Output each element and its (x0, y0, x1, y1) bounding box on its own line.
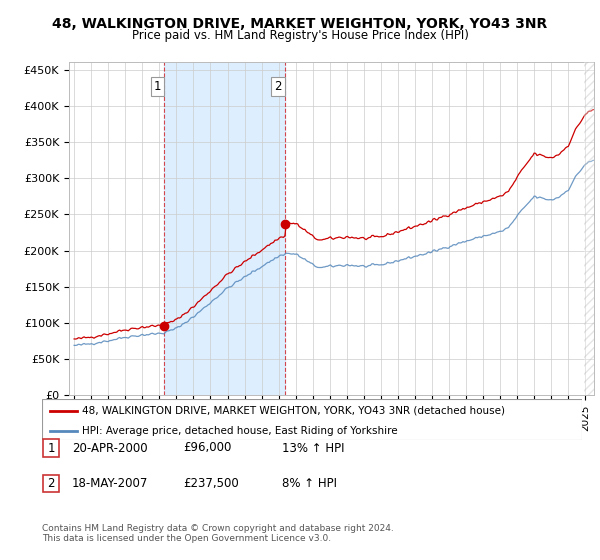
Text: £96,000: £96,000 (183, 441, 232, 455)
Text: 1: 1 (47, 441, 55, 455)
Text: 20-APR-2000: 20-APR-2000 (72, 441, 148, 455)
Text: 48, WALKINGTON DRIVE, MARKET WEIGHTON, YORK, YO43 3NR: 48, WALKINGTON DRIVE, MARKET WEIGHTON, Y… (52, 17, 548, 31)
Text: 13% ↑ HPI: 13% ↑ HPI (282, 441, 344, 455)
Text: 8% ↑ HPI: 8% ↑ HPI (282, 477, 337, 490)
Text: £237,500: £237,500 (183, 477, 239, 490)
Text: Contains HM Land Registry data © Crown copyright and database right 2024.
This d: Contains HM Land Registry data © Crown c… (42, 524, 394, 543)
Text: 2: 2 (274, 80, 282, 92)
Text: 2: 2 (47, 477, 55, 490)
Text: 18-MAY-2007: 18-MAY-2007 (72, 477, 148, 490)
Bar (164, 62, 285, 395)
Text: HPI: Average price, detached house, East Riding of Yorkshire: HPI: Average price, detached house, East… (83, 426, 398, 436)
Text: Price paid vs. HM Land Registry's House Price Index (HPI): Price paid vs. HM Land Registry's House … (131, 29, 469, 42)
Text: 48, WALKINGTON DRIVE, MARKET WEIGHTON, YORK, YO43 3NR (detached house): 48, WALKINGTON DRIVE, MARKET WEIGHTON, Y… (83, 405, 505, 416)
Text: 1: 1 (154, 80, 161, 92)
